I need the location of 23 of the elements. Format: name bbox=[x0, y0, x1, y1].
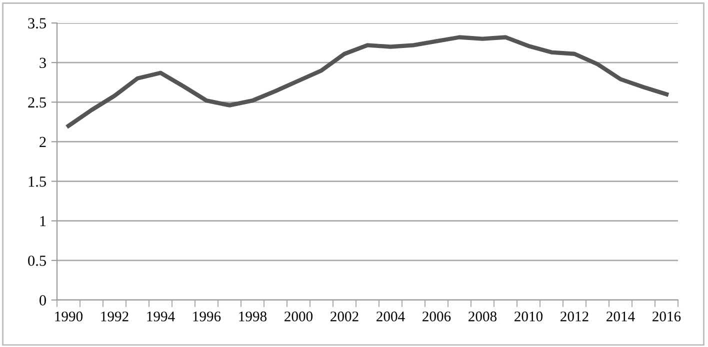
y-tick-label: 0 bbox=[40, 295, 46, 306]
y-tick-label: 2 bbox=[40, 136, 46, 148]
x-tick-label: 2002 bbox=[330, 312, 358, 322]
x-tick-label: 2004 bbox=[376, 312, 405, 322]
x-tick-label: 1992 bbox=[101, 312, 128, 322]
x-tick-label: 2010 bbox=[514, 312, 543, 322]
y-tick-label: 1 bbox=[40, 216, 46, 226]
y-tick-label: 2.5 bbox=[28, 97, 46, 108]
x-tick-label: 1990 bbox=[55, 312, 83, 322]
line-series bbox=[66, 35, 669, 128]
x-tick-label: 1996 bbox=[193, 312, 221, 322]
y-tick-label: 1.5 bbox=[28, 176, 46, 187]
y-tick-label: 3 bbox=[40, 58, 46, 68]
x-tick-label: 2000 bbox=[284, 312, 313, 322]
x-tick-label: 2014 bbox=[606, 312, 635, 322]
x-tick-label: 2016 bbox=[652, 312, 681, 322]
y-tick-label: 3.5 bbox=[28, 18, 46, 29]
y-tick-label: 0.5 bbox=[28, 256, 46, 266]
x-tick-label: 2008 bbox=[468, 312, 497, 322]
x-tick-label: 2012 bbox=[560, 312, 588, 322]
x-tick-label: 1994 bbox=[147, 312, 175, 322]
x-tick-label: 1998 bbox=[239, 312, 267, 322]
x-tick-label: 2006 bbox=[422, 312, 451, 322]
